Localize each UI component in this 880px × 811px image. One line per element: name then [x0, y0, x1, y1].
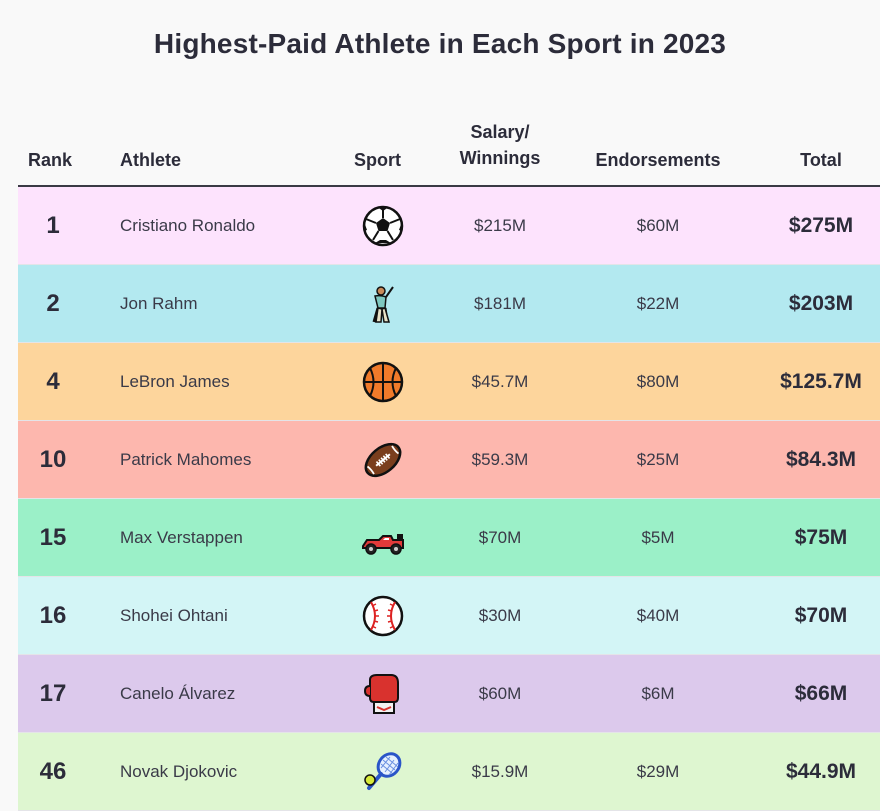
rank-cell: 2: [46, 289, 60, 317]
salary-cell: $181M: [474, 293, 526, 313]
header-salary: Salary/ Winnings: [438, 119, 562, 171]
boxing-glove-icon: [351, 655, 415, 732]
total-cell: $275M: [788, 213, 854, 237]
total-cell: $203M: [788, 291, 854, 315]
race-car-icon: [351, 499, 415, 576]
table-row: 2 Jon Rahm $181M $22M $203M: [18, 265, 880, 343]
endorsements-cell: $5M: [641, 527, 675, 547]
table-title: Highest-Paid Athlete in Each Sport in 20…: [153, 28, 727, 59]
header-sport: Sport: [354, 150, 401, 170]
rank-cell: 46: [39, 757, 67, 785]
salary-cell: $15.9M: [471, 761, 529, 781]
athlete-cell: Canelo Álvarez: [120, 683, 236, 703]
athlete-cell: Patrick Mahomes: [120, 449, 252, 469]
table-header: Rank Athlete Sport Salary/ Winnings Endo…: [18, 110, 880, 187]
rank-cell: 1: [46, 211, 60, 239]
athlete-cell: Jon Rahm: [120, 293, 198, 313]
athlete-cell: Max Verstappen: [120, 527, 243, 547]
football-icon: [351, 421, 415, 498]
athlete-cell: Novak Djokovic: [120, 761, 238, 781]
total-cell: $70M: [794, 603, 848, 627]
endorsements-cell: $40M: [636, 605, 680, 625]
rank-cell: 17: [39, 679, 67, 707]
athlete-table: Rank Athlete Sport Salary/ Winnings Endo…: [18, 110, 880, 811]
rank-cell: 15: [39, 523, 67, 551]
header-rank: Rank: [28, 150, 73, 170]
header-total: Total: [800, 150, 842, 170]
table-row: 46 Novak Djokovic $15.9M $29M $44.9M: [18, 733, 880, 811]
total-cell: $44.9M: [785, 759, 857, 783]
salary-cell: $70M: [478, 527, 522, 547]
table-body: 1 Cristiano Ronaldo $215M $60M $275M 2 Jon Rah…: [18, 187, 880, 811]
endorsements-cell: $80M: [636, 371, 680, 391]
golfer-icon: [351, 265, 415, 342]
total-cell: $66M: [794, 681, 848, 705]
table-row: 17 Canelo Álvarez $60M $6M $66M: [18, 655, 880, 733]
header-endorsements: Endorsements: [595, 150, 721, 170]
header-salary-line2: Winnings: [459, 148, 541, 168]
athlete-cell: Cristiano Ronaldo: [120, 215, 256, 235]
table-row: 15 Max Verstappen $70M $5M $75M: [18, 499, 880, 577]
table-row: 4 LeBron James $45.7M $80M $125.7M: [18, 343, 880, 421]
header-athlete: Athlete: [120, 150, 182, 170]
rank-cell: 4: [46, 367, 60, 395]
header-salary-line1: Salary/: [470, 122, 530, 142]
salary-cell: $45.7M: [471, 371, 529, 391]
endorsements-cell: $25M: [636, 449, 680, 469]
salary-cell: $215M: [474, 215, 526, 235]
table-row: 10 Patrick Mahomes $59.3M $25M $84.3M: [18, 421, 880, 499]
salary-cell: $60M: [478, 683, 522, 703]
soccer-ball-icon: [351, 187, 415, 264]
athlete-cell: LeBron James: [120, 371, 230, 391]
baseball-icon: [351, 577, 415, 654]
total-cell: $125.7M: [780, 369, 862, 393]
table-row: 1 Cristiano Ronaldo $215M $60M $275M: [18, 187, 880, 265]
endorsements-cell: $29M: [636, 761, 680, 781]
athlete-cell: Shohei Ohtani: [120, 605, 228, 625]
table-row: 16 Shohei Ohtani $30M $40M $70M: [18, 577, 880, 655]
basketball-icon: [351, 343, 415, 420]
endorsements-cell: $6M: [641, 683, 675, 703]
salary-cell: $30M: [478, 605, 522, 625]
endorsements-cell: $60M: [636, 215, 680, 235]
rank-cell: 16: [39, 601, 67, 629]
rank-cell: 10: [39, 445, 67, 473]
tennis-icon: [351, 733, 415, 810]
total-cell: $75M: [794, 525, 848, 549]
salary-cell: $59.3M: [471, 449, 529, 469]
total-cell: $84.3M: [785, 447, 857, 471]
endorsements-cell: $22M: [636, 293, 680, 313]
